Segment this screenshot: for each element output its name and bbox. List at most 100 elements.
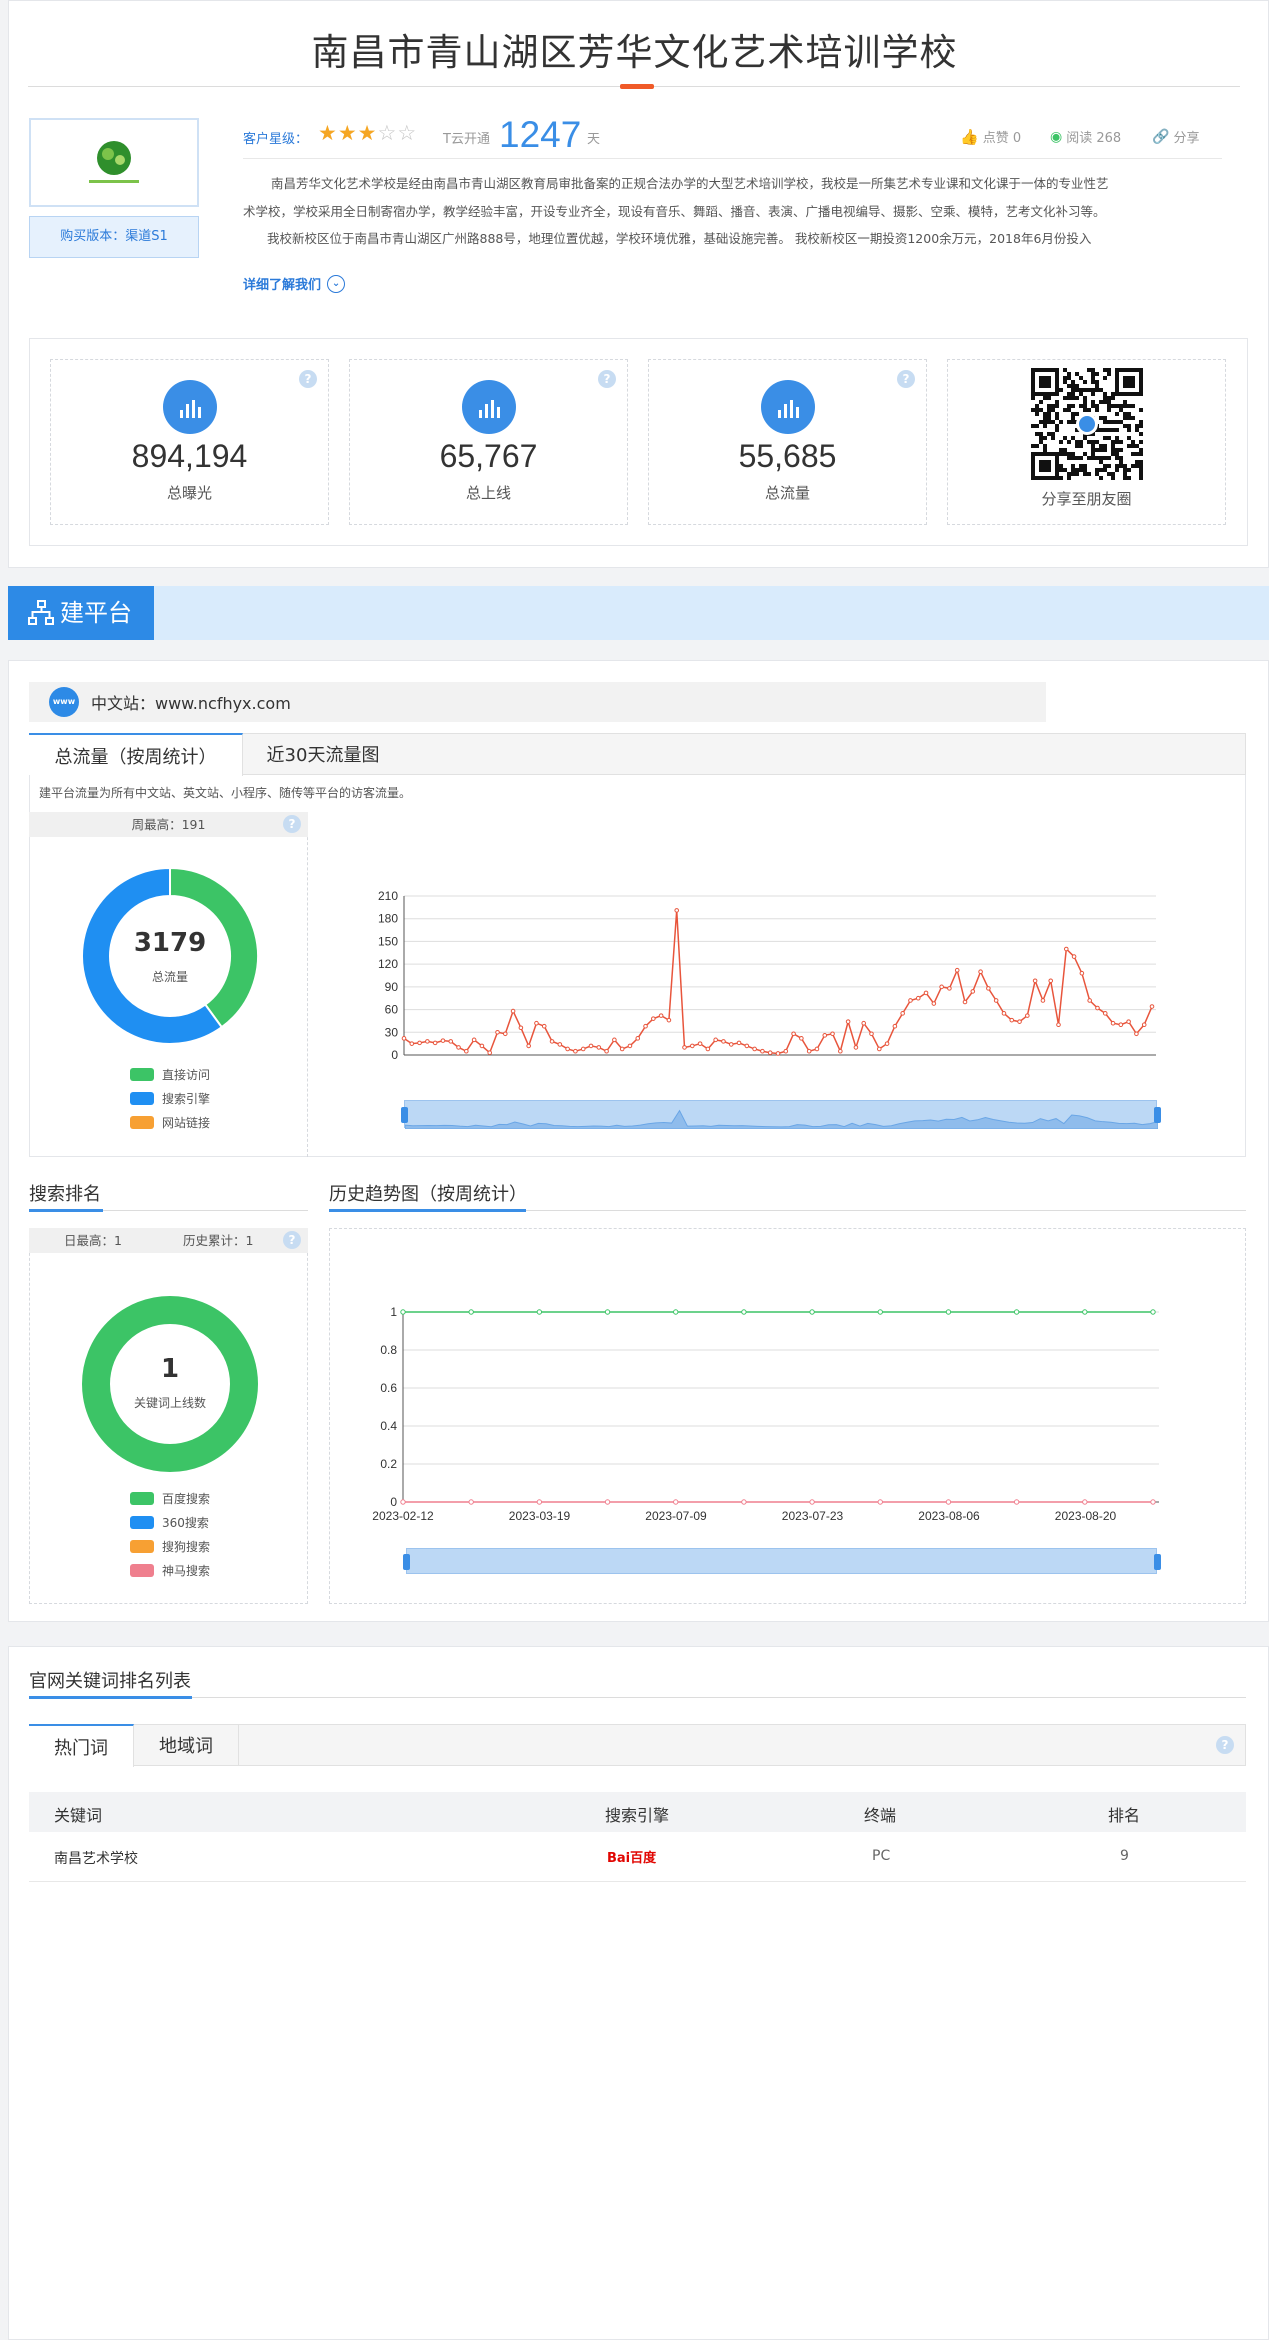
data-point xyxy=(892,1023,898,1029)
data-point xyxy=(945,1499,952,1505)
y-tick-label: 0.8 xyxy=(380,1343,397,1357)
search-rank-underline-accent xyxy=(29,1209,103,1212)
zoom-handle-right[interactable] xyxy=(1154,1554,1161,1570)
like-button[interactable]: 👍 点赞 0 xyxy=(960,127,1022,147)
rating-label: 客户星级： xyxy=(243,132,309,147)
help-icon[interactable]: ? xyxy=(283,1231,301,1249)
zoom-handle-left[interactable] xyxy=(401,1107,408,1123)
zoom-slider-traffic[interactable] xyxy=(401,1100,1161,1130)
data-point xyxy=(464,1048,469,1054)
data-point xyxy=(510,1008,516,1014)
help-icon[interactable]: ? xyxy=(1216,1736,1234,1754)
data-point xyxy=(1082,1499,1088,1505)
data-point xyxy=(900,1011,905,1016)
data-point xyxy=(1102,1011,1108,1016)
data-point xyxy=(541,1023,547,1029)
data-point xyxy=(1048,978,1054,984)
donut-slice-1 xyxy=(82,1296,258,1472)
data-point xyxy=(604,1048,609,1054)
data-point xyxy=(674,908,680,913)
stat-value: 894,194 xyxy=(131,438,248,474)
zoom-handle-left[interactable] xyxy=(403,1554,410,1570)
help-icon[interactable]: ? xyxy=(299,370,317,388)
qr-code-icon xyxy=(1031,368,1143,480)
data-point xyxy=(1079,970,1085,976)
data-point xyxy=(673,1309,679,1315)
data-point xyxy=(495,1029,500,1035)
traffic-legend: 直接访问 搜索引擎 网站链接 xyxy=(130,1062,210,1134)
legend-search-engine: 搜索引擎 xyxy=(130,1086,210,1110)
y-tick-label: 210 xyxy=(378,889,398,903)
help-icon[interactable]: ? xyxy=(598,370,616,388)
search-donut-chart xyxy=(82,1296,258,1472)
data-point xyxy=(502,1031,508,1037)
data-point xyxy=(534,1020,539,1026)
data-point xyxy=(1071,954,1077,959)
x-tick-label: 2023-08-06 xyxy=(918,1509,980,1522)
data-point xyxy=(557,1042,563,1047)
tab-weekly-traffic[interactable]: 总流量（按周统计） xyxy=(29,733,243,776)
data-point xyxy=(752,1046,757,1052)
data-point xyxy=(604,1309,611,1315)
data-point xyxy=(604,1499,611,1505)
data-point xyxy=(970,989,976,994)
data-point xyxy=(1063,946,1069,952)
stats-panel xyxy=(29,338,1248,546)
help-icon[interactable]: ? xyxy=(283,815,301,833)
legend-sogou: 搜狗搜索 xyxy=(130,1534,210,1558)
data-point xyxy=(853,1045,859,1050)
data-point xyxy=(962,999,968,1005)
data-point xyxy=(783,1048,789,1054)
legend-360: 360搜索 xyxy=(130,1510,210,1534)
data-point xyxy=(947,986,952,991)
star-icon: ★ xyxy=(357,121,378,145)
table-row: 南昌艺术学校 Bai百度 PC 9 xyxy=(29,1832,1246,1882)
traffic-total: 3179 xyxy=(133,928,207,958)
search-rank-title: 搜索排名 xyxy=(29,1184,101,1205)
donut-slice-1 xyxy=(169,866,259,1029)
data-point xyxy=(536,1499,543,1505)
y-tick-label: 180 xyxy=(378,912,398,926)
legend-shenma: 神马搜索 xyxy=(130,1558,210,1582)
section-tab-build-platform[interactable]: 建平台 xyxy=(8,586,154,640)
qr-logo xyxy=(1079,416,1095,432)
y-tick-label: 0 xyxy=(391,1048,398,1060)
more-link[interactable]: 详细了解我们 ⌄ xyxy=(243,274,346,293)
data-point xyxy=(923,990,929,996)
qr-label: 分享至朋友圈 xyxy=(1041,490,1132,508)
data-point xyxy=(658,1013,664,1018)
data-point xyxy=(1056,1022,1061,1028)
tab-region-words[interactable]: 地域词 xyxy=(134,1724,239,1766)
data-point xyxy=(741,1309,747,1315)
chevron-down-icon: ⌄ xyxy=(327,274,346,293)
data-point xyxy=(479,1043,485,1049)
zoom-handle-right[interactable] xyxy=(1154,1107,1161,1123)
y-tick-label: 0.4 xyxy=(380,1419,397,1433)
data-point xyxy=(619,1046,625,1052)
history-underline xyxy=(329,1210,1246,1211)
stat-exposure: ? 894,194 总曝光 xyxy=(50,359,329,525)
sitemap-icon xyxy=(28,600,54,625)
stat-label: 总流量 xyxy=(764,484,810,502)
x-tick-label: 2023-07-09 xyxy=(645,1509,707,1522)
data-point xyxy=(1095,1005,1100,1011)
data-point xyxy=(1150,1309,1156,1315)
reads-count: ◉ 阅读 268 xyxy=(1050,128,1122,147)
qr-share[interactable]: 分享至朋友圈 xyxy=(947,359,1226,525)
qr-finder xyxy=(1115,368,1143,396)
data-point xyxy=(861,1020,867,1026)
data-point xyxy=(409,1041,415,1046)
share-button[interactable]: 🔗 分享 xyxy=(1152,128,1200,147)
tab-30day-traffic[interactable]: 近30天流量图 xyxy=(266,745,380,766)
tab-hot-words[interactable]: 热门词 xyxy=(29,1724,134,1767)
traffic-donut-panel xyxy=(29,812,308,1157)
data-point xyxy=(945,1309,952,1315)
data-point xyxy=(1149,1004,1155,1009)
stat-traffic: ? 55,685 总流量 xyxy=(648,359,927,525)
data-point xyxy=(682,1045,687,1050)
zoom-slider-history[interactable] xyxy=(403,1548,1161,1574)
help-icon[interactable]: ? xyxy=(897,370,915,388)
data-point xyxy=(400,1309,406,1315)
data-point xyxy=(1001,1011,1007,1016)
y-tick-label: 120 xyxy=(378,957,398,971)
